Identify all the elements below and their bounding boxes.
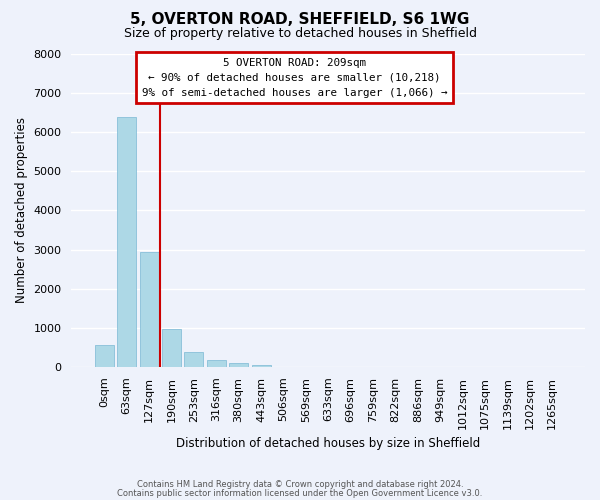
Text: Contains public sector information licensed under the Open Government Licence v3: Contains public sector information licen… [118,488,482,498]
Bar [229,363,248,367]
Text: 5, OVERTON ROAD, SHEFFIELD, S6 1WG: 5, OVERTON ROAD, SHEFFIELD, S6 1WG [130,12,470,28]
Bar [117,116,136,367]
Text: Contains HM Land Registry data © Crown copyright and database right 2024.: Contains HM Land Registry data © Crown c… [137,480,463,489]
Text: 5 OVERTON ROAD: 209sqm
← 90% of detached houses are smaller (10,218)
9% of semi-: 5 OVERTON ROAD: 209sqm ← 90% of detached… [142,58,448,98]
Text: Size of property relative to detached houses in Sheffield: Size of property relative to detached ho… [124,28,476,40]
Bar [95,345,114,367]
Bar [207,360,226,367]
Bar [251,364,271,367]
X-axis label: Distribution of detached houses by size in Sheffield: Distribution of detached houses by size … [176,437,481,450]
Bar [162,328,181,367]
Bar [140,252,158,367]
Bar [184,352,203,367]
Y-axis label: Number of detached properties: Number of detached properties [15,118,28,304]
